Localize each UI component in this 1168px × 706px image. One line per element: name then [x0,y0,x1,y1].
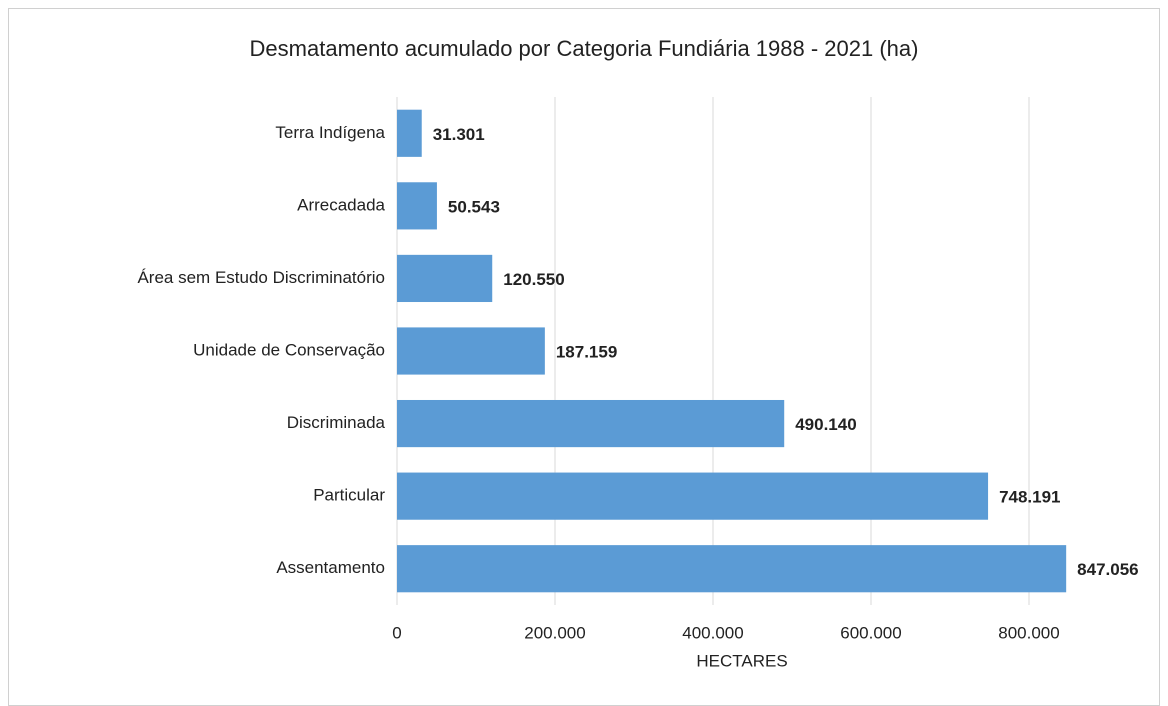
x-tick-label: 800.000 [998,623,1059,642]
x-tick-label: 400.000 [682,623,743,642]
bar [397,254,493,303]
y-tick-label: Terra Indígena [275,123,385,142]
data-label: 187.159 [556,342,617,361]
data-label: 490.140 [795,415,856,434]
bar [397,327,545,375]
y-tick-label: Particular [313,486,385,505]
x-tick-label: 200.000 [524,623,585,642]
x-tick-label: 0 [392,623,401,642]
x-axis-title: HECTARES [696,651,787,670]
y-tick-label: Assentamento [276,558,385,577]
data-label: 50.543 [448,197,500,216]
y-tick-label: Unidade de Conservação [193,340,385,359]
x-tick-label: 600.000 [840,623,901,642]
chart-title: Desmatamento acumulado por Categoria Fun… [250,36,919,61]
y-tick-label: Arrecadada [297,195,385,214]
bar [397,399,785,448]
data-label: 847.056 [1077,560,1138,579]
y-tick-label: Área sem Estudo Discriminatório [137,268,385,287]
y-tick-label: Discriminada [287,413,386,432]
bar [397,472,989,520]
data-label: 31.301 [433,125,485,144]
bar [397,109,422,157]
data-label: 748.191 [999,488,1060,507]
data-label: 120.550 [503,270,564,289]
bar [397,182,437,230]
bar [397,545,1067,593]
